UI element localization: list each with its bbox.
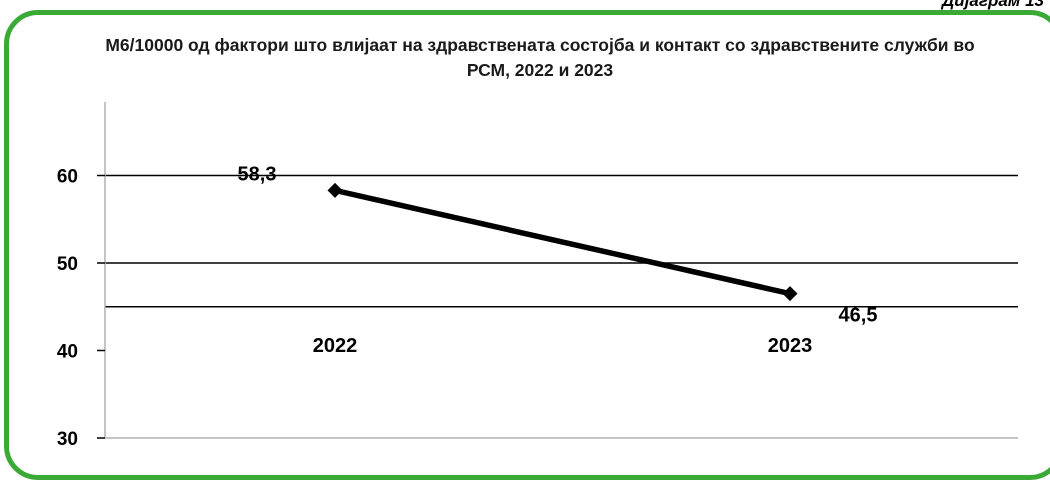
data-labels: 58,3 46,5 [238, 163, 878, 326]
figure-caption: Дијаграм 13 [942, 0, 1044, 10]
category-labels: 2022 2023 [313, 335, 813, 357]
chart-title: М6/10000 од фактори што влијаат на здрав… [105, 35, 975, 80]
y-tick-label: 30 [57, 429, 78, 450]
data-markers [327, 182, 798, 302]
y-tick-label: 60 [57, 167, 78, 188]
x-category-label: 2023 [768, 335, 813, 357]
x-category-label: 2022 [313, 335, 358, 357]
data-label: 46,5 [839, 305, 878, 327]
y-tick-labels: 30 40 50 60 [57, 167, 78, 451]
data-point-marker [782, 286, 798, 302]
data-label: 58,3 [238, 163, 277, 185]
data-point-marker [327, 182, 343, 198]
chart-frame [4, 10, 1050, 480]
y-tick-label: 50 [57, 254, 78, 275]
gridlines [105, 174, 1018, 308]
axes [97, 102, 1018, 439]
line-chart: 30 40 50 60 2022 2023 58,3 46,5 [57, 102, 1018, 451]
series-line-path [334, 187, 791, 297]
series-line [334, 187, 791, 297]
y-tick-label: 40 [57, 342, 78, 363]
